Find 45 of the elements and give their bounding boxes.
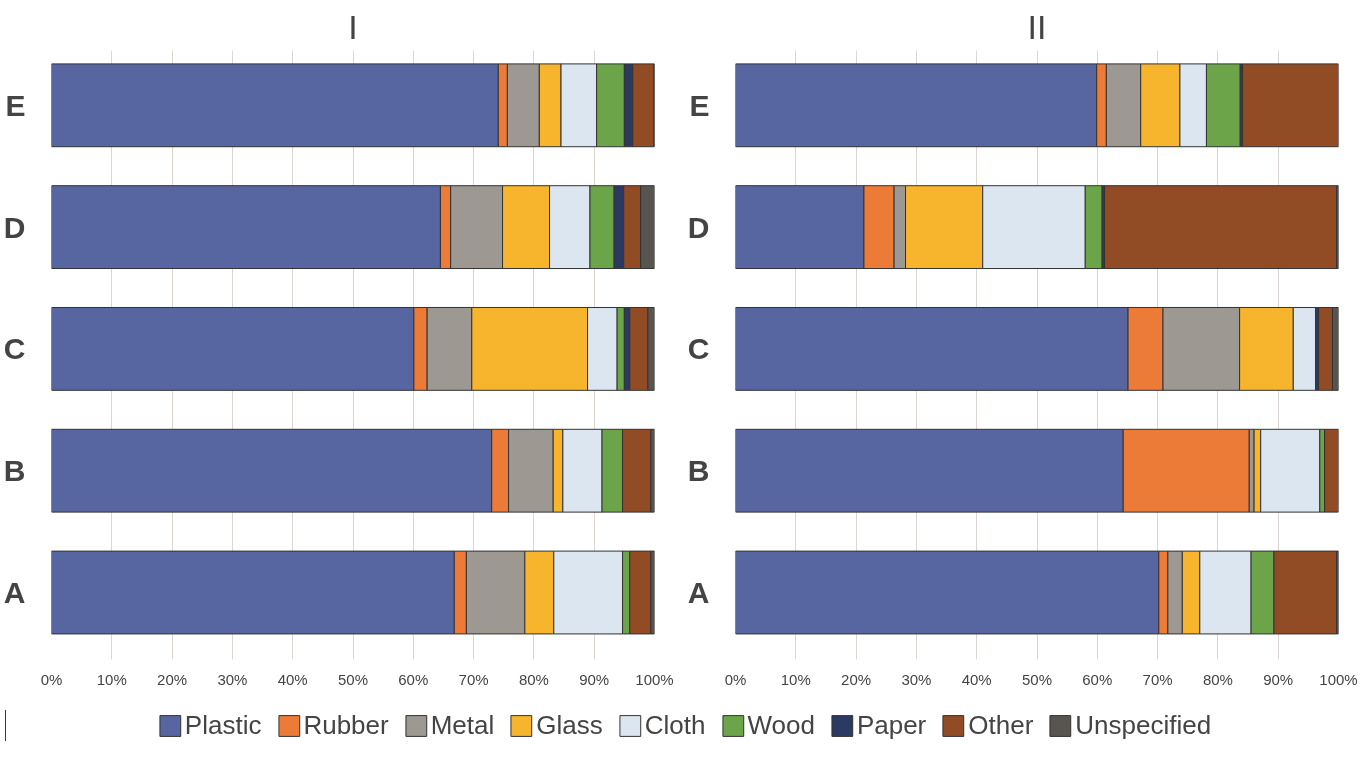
legend-label: Unspecified xyxy=(1075,709,1212,741)
x-tick-label: 70% xyxy=(458,670,489,688)
x-tick-label: 40% xyxy=(277,670,308,688)
y-tick-label: E xyxy=(5,88,26,122)
y-tick-label: B xyxy=(687,454,710,488)
bar xyxy=(1242,63,1339,148)
x-tick-label: 0% xyxy=(40,670,63,688)
x-tick-label: 60% xyxy=(398,670,429,688)
x-tick-label: 30% xyxy=(901,670,932,688)
x-tick-label: 20% xyxy=(841,670,872,688)
chart-title: II xyxy=(1027,7,1047,46)
legend-label: Paper xyxy=(856,709,927,741)
x-tick-label: 90% xyxy=(1263,670,1294,688)
y-tick-label: A xyxy=(3,576,26,610)
y-tick-label: E xyxy=(689,88,710,122)
x-tick-label: 10% xyxy=(96,670,127,688)
y-tick-label: B xyxy=(3,454,26,488)
chart-title: I xyxy=(348,7,358,46)
x-tick-label: 20% xyxy=(157,670,188,688)
legend-label: Cloth xyxy=(644,709,706,741)
legend-label: Rubber xyxy=(303,709,389,741)
x-tick-label: 50% xyxy=(1021,670,1053,688)
legend-label: Metal xyxy=(430,709,495,741)
x-tick-label: 30% xyxy=(217,670,248,688)
x-tick-label: 70% xyxy=(1142,670,1173,688)
x-tick-label: 90% xyxy=(579,670,610,688)
y-tick-label: C xyxy=(687,332,710,366)
x-tick-label: 100% xyxy=(1319,670,1358,688)
legend-label: Plastic xyxy=(184,709,262,741)
bar xyxy=(1104,185,1338,270)
legend-label: Wood xyxy=(747,709,815,741)
y-tick-label: A xyxy=(687,576,710,610)
y-tick-label: D xyxy=(687,210,710,244)
x-tick-label: 100% xyxy=(635,670,674,688)
x-tick-label: 40% xyxy=(961,670,992,688)
x-tick-label: 60% xyxy=(1082,670,1113,688)
x-tick-label: 80% xyxy=(1202,670,1233,688)
x-tick-label: 0% xyxy=(724,670,747,688)
y-tick-label: C xyxy=(3,332,26,366)
x-tick-label: 10% xyxy=(780,670,811,688)
legend-label: Other xyxy=(968,709,1034,741)
x-tick-label: 50% xyxy=(337,670,369,688)
x-tick-label: 80% xyxy=(518,670,549,688)
y-tick-label: D xyxy=(3,210,26,244)
legend-label: Glass xyxy=(536,709,603,741)
